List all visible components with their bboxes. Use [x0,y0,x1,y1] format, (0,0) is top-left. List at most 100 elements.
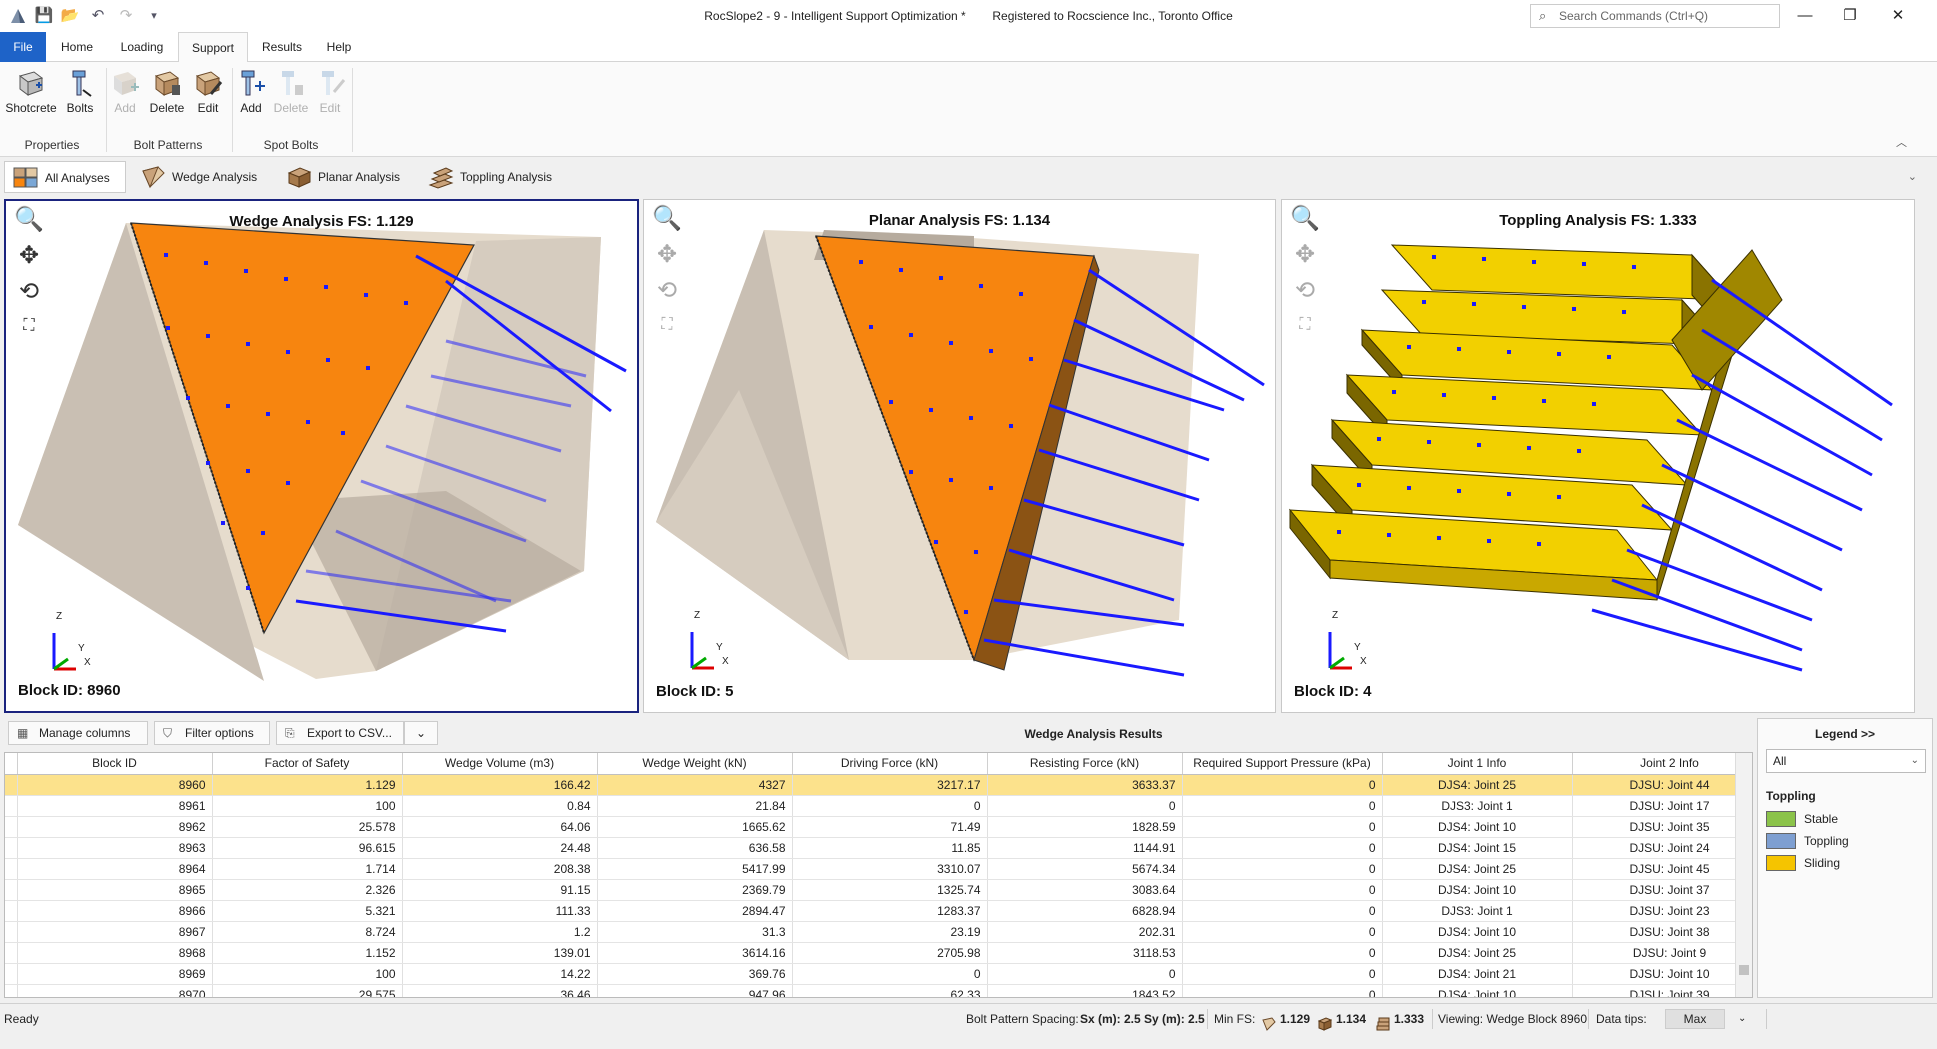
table-cell[interactable]: 62.33 [792,984,988,997]
spot-bolt-add-button[interactable]: Add [236,68,266,115]
table-cell[interactable]: 8.724 [212,921,403,943]
zoom-extents-icon[interactable]: ⛶ [23,317,35,334]
table-cell[interactable]: DJS4: Joint 21 [1382,963,1573,985]
bolt-pattern-edit-button[interactable]: Edit [192,68,224,115]
column-header[interactable]: Wedge Volume (m3) [402,753,598,775]
tab-toppling-analysis[interactable]: Toppling Analysis [420,161,570,193]
table-cell[interactable]: 0 [1182,942,1383,964]
table-cell[interactable]: DJS4: Joint 25 [1382,858,1573,880]
table-cell[interactable]: 0 [1182,879,1383,901]
table-cell[interactable]: 0 [1182,858,1383,880]
table-cell[interactable]: 3633.37 [987,774,1183,796]
table-cell[interactable]: 91.15 [402,879,598,901]
chevron-down-icon[interactable]: ⌄ [1738,1013,1747,1024]
table-cell[interactable]: 202.31 [987,921,1183,943]
table-cell[interactable]: 1283.37 [792,900,988,922]
table-row[interactable]: 8966 5.321 111.33 2894.47 1283.37 6828.94 0 DJS… [5,900,1752,922]
column-header[interactable]: Required Support Pressure (kPa) [1182,753,1383,775]
table-cell[interactable]: 1.714 [212,858,403,880]
table-cell[interactable]: 8970 [17,984,213,997]
table-cell[interactable]: 2.326 [212,879,403,901]
tab-all-analyses[interactable]: All Analyses [4,161,126,193]
table-cell[interactable]: 3083.64 [987,879,1183,901]
table-cell[interactable]: 0 [1182,816,1383,838]
table-cell[interactable]: DJSU: Joint 24 [1572,837,1752,859]
table-cell[interactable]: DJS4: Joint 25 [1382,774,1573,796]
table-cell[interactable]: 11.85 [792,837,988,859]
tab-loading[interactable]: Loading [120,40,164,54]
table-cell[interactable]: 1828.59 [987,816,1183,838]
zoom-icon[interactable]: 🔍 [14,206,44,233]
restore-button[interactable]: ❐ [1843,7,1857,24]
collapse-ribbon-icon[interactable]: ︿ [1896,137,1907,149]
table-cell[interactable]: DJSU: Joint 23 [1572,900,1752,922]
table-cell[interactable]: 1.2 [402,921,598,943]
table-cell[interactable]: 8964 [17,858,213,880]
row-header[interactable] [5,858,18,880]
table-cell[interactable]: DJSU: Joint 10 [1572,963,1752,985]
redo-icon[interactable]: ↷ [119,7,133,24]
tab-file[interactable]: File [0,32,46,62]
table-row[interactable]: 8963 96.615 24.48 636.58 11.85 1144.91 0 DJS4: … [5,837,1752,859]
table-cell[interactable]: DJSU: Joint 35 [1572,816,1752,838]
table-cell[interactable]: 3217.17 [792,774,988,796]
table-cell[interactable]: 5.321 [212,900,403,922]
table-cell[interactable]: 0 [987,795,1183,817]
tab-planar-analysis[interactable]: Planar Analysis [278,161,416,193]
table-cell[interactable]: 96.615 [212,837,403,859]
table-cell[interactable]: DJS4: Joint 10 [1382,921,1573,943]
table-row[interactable]: 8970 29.575 36.46 947.96 62.33 1843.52 0 DJS4: … [5,984,1752,997]
table-cell[interactable]: 64.06 [402,816,598,838]
tab-results[interactable]: Results [261,40,302,54]
table-row[interactable]: 8960 1.129 166.42 4327 3217.17 3633.37 0 DJS4: … [5,774,1752,796]
table-cell[interactable]: DJSU: Joint 38 [1572,921,1752,943]
table-cell[interactable]: 208.38 [402,858,598,880]
table-cell[interactable]: 0 [1182,984,1383,997]
table-cell[interactable]: 8961 [17,795,213,817]
bolts-button[interactable]: Bolts [62,68,98,115]
zoom-icon[interactable]: 🔍 [652,205,682,232]
zoom-extents-icon[interactable]: ⛶ [661,316,673,333]
toppling-viewport[interactable]: Z Y X Toppling Analysis FS: 1.333 Block … [1281,199,1915,713]
table-cell[interactable]: 1325.74 [792,879,988,901]
table-cell[interactable]: 23.19 [792,921,988,943]
table-cell[interactable]: 71.49 [792,816,988,838]
row-header[interactable] [5,984,18,997]
table-cell[interactable]: 3614.16 [597,942,793,964]
table-cell[interactable]: 31.3 [597,921,793,943]
zoom-icon[interactable]: 🔍 [1290,205,1320,232]
table-cell[interactable]: DJSU: Joint 44 [1572,774,1752,796]
zoom-extents-icon[interactable]: ⛶ [1299,316,1311,333]
row-header[interactable] [5,921,18,943]
column-header[interactable]: Joint 2 Info [1572,753,1752,775]
rotate-icon[interactable]: ⟲ [656,277,678,304]
table-row[interactable]: 8968 1.152 139.01 3614.16 2705.98 3118.53 0 DJS… [5,942,1752,964]
view-tabs-chevron-icon[interactable]: ⌄ [1907,171,1917,183]
table-cell[interactable]: 3310.07 [792,858,988,880]
table-cell[interactable]: DJSU: Joint 37 [1572,879,1752,901]
tab-support[interactable]: Support [178,32,248,63]
table-cell[interactable]: 8960 [17,774,213,796]
table-cell[interactable]: 0 [1182,963,1383,985]
table-row[interactable]: 8961 100 0.84 21.84 0 0 0 DJS3: Joint 1 DJSU: Jo… [5,795,1752,817]
tab-home[interactable]: Home [60,40,93,54]
undo-icon[interactable]: ↶ [91,7,105,24]
table-cell[interactable]: 29.575 [212,984,403,997]
table-cell[interactable]: 8967 [17,921,213,943]
table-cell[interactable]: 5417.99 [597,858,793,880]
command-search-input[interactable]: ⌕ Search Commands (Ctrl+Q) [1530,4,1780,28]
table-cell[interactable]: DJS4: Joint 25 [1382,942,1573,964]
table-row[interactable]: 8962 25.578 64.06 1665.62 71.49 1828.59 0 DJS4:… [5,816,1752,838]
table-cell[interactable]: DJSU: Joint 45 [1572,858,1752,880]
data-tips-select[interactable]: Max [1665,1009,1725,1029]
table-cell[interactable]: 8963 [17,837,213,859]
filter-options-button[interactable]: ⛉ Filter options [154,721,270,745]
table-cell[interactable]: 8962 [17,816,213,838]
table-cell[interactable]: 2705.98 [792,942,988,964]
table-cell[interactable]: 166.42 [402,774,598,796]
row-header[interactable] [5,900,18,922]
table-cell[interactable]: 100 [212,795,403,817]
export-dropdown-button[interactable]: ⌄ [404,721,438,745]
table-cell[interactable]: 4327 [597,774,793,796]
table-cell[interactable]: 100 [212,963,403,985]
